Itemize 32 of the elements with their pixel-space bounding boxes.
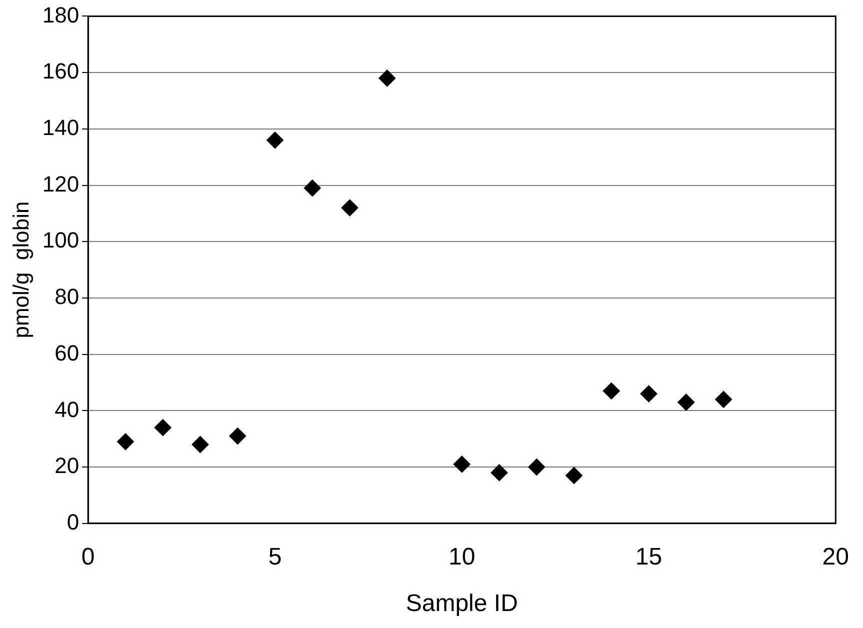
point xyxy=(715,390,732,408)
x-axis-title: Sample ID xyxy=(406,590,518,618)
x-tick-label: 5 xyxy=(268,543,282,570)
point xyxy=(229,428,246,445)
x-tick-label: 20 xyxy=(822,543,850,570)
point xyxy=(192,436,209,453)
point xyxy=(528,458,546,476)
point xyxy=(154,419,172,436)
y-tick-label: 120 xyxy=(42,171,80,196)
point xyxy=(602,382,620,400)
x-tick-label: 15 xyxy=(635,543,662,570)
point xyxy=(266,132,284,149)
y-tick-label: 140 xyxy=(42,114,80,140)
point xyxy=(341,199,358,216)
point xyxy=(490,464,508,482)
y-tick-label: 80 xyxy=(54,284,80,310)
y-tick-label: 160 xyxy=(42,58,80,84)
y-tick-label: 180 xyxy=(42,2,80,28)
point xyxy=(116,433,134,450)
point xyxy=(640,385,658,402)
y-tick-label: 60 xyxy=(54,340,80,366)
y-tick-label: 20 xyxy=(54,453,80,478)
y-tick-label: 0 xyxy=(66,509,80,534)
point xyxy=(453,456,470,473)
y-tick-label: 100 xyxy=(42,228,80,253)
point xyxy=(566,467,583,484)
point xyxy=(678,394,695,411)
x-tick-label: 10 xyxy=(448,543,476,570)
y-axis-title: pmol/g globin xyxy=(8,201,34,338)
point xyxy=(304,180,321,197)
y-tick-label: 40 xyxy=(54,396,80,422)
point xyxy=(378,70,396,87)
